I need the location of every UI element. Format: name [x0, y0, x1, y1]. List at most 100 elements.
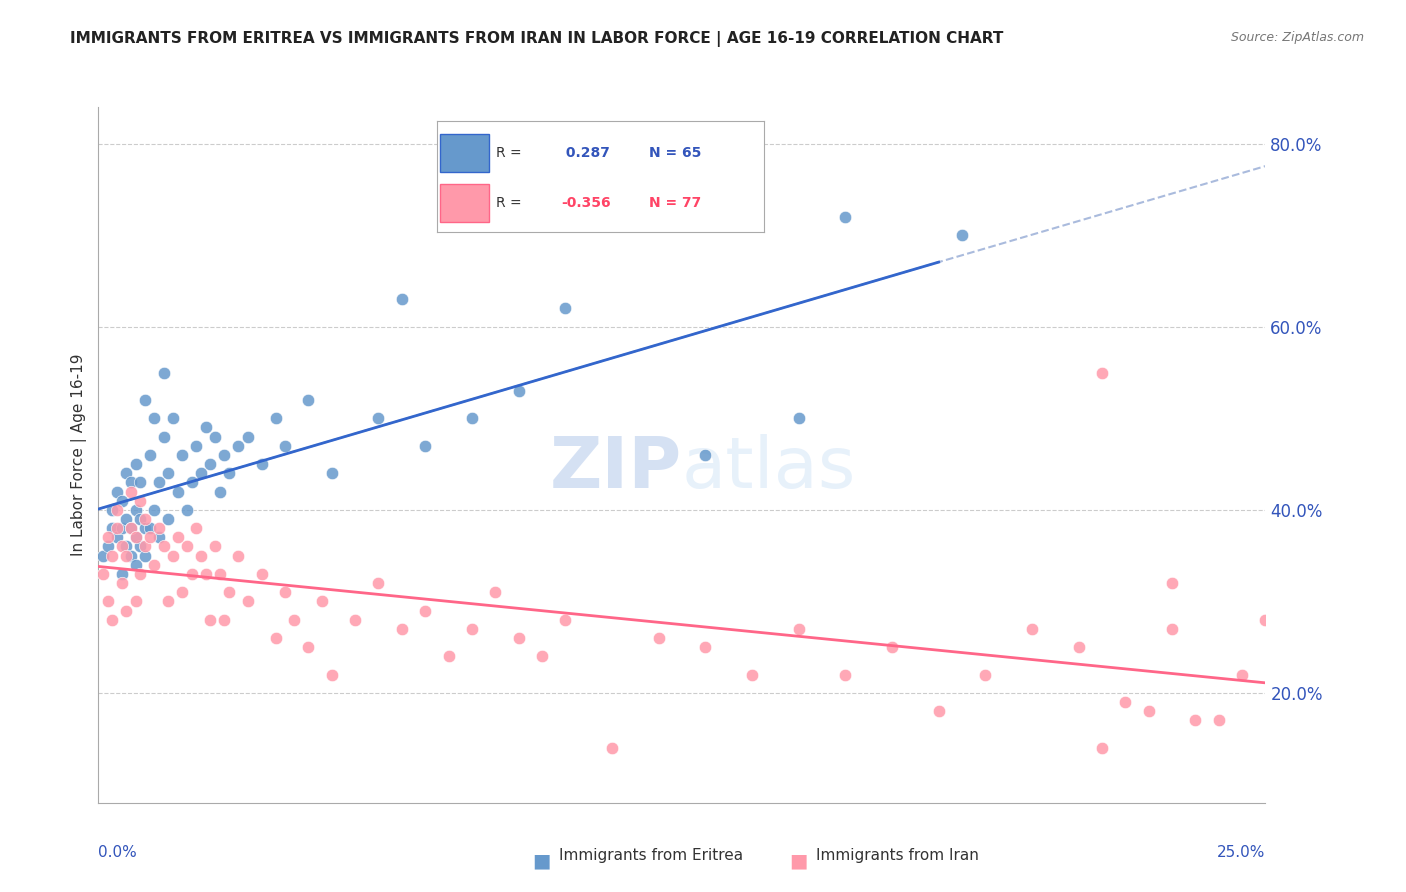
Point	[250, 457, 273, 471]
Point	[129, 475, 152, 490]
Point	[115, 603, 138, 617]
Point	[105, 530, 128, 544]
Point	[134, 540, 156, 554]
Point	[129, 493, 152, 508]
Point	[228, 439, 250, 453]
Point	[97, 530, 120, 544]
Point	[105, 521, 128, 535]
Point	[129, 540, 152, 554]
Point	[125, 530, 148, 544]
Point	[97, 594, 120, 608]
Point	[274, 439, 297, 453]
Point	[508, 384, 530, 398]
Point	[101, 613, 124, 627]
Point	[214, 448, 236, 462]
Point	[162, 411, 184, 425]
Point	[115, 512, 138, 526]
Point	[157, 467, 180, 481]
Point	[228, 549, 250, 563]
Point	[1161, 576, 1184, 591]
Point	[391, 293, 413, 307]
Point	[880, 640, 903, 655]
Point	[1208, 714, 1230, 728]
Text: ■: ■	[789, 852, 808, 871]
Point	[134, 549, 156, 563]
Point	[1254, 613, 1277, 627]
Point	[741, 667, 763, 681]
Text: Immigrants from Iran: Immigrants from Iran	[815, 848, 979, 863]
Text: ZIP: ZIP	[550, 434, 682, 503]
Point	[176, 503, 198, 517]
Point	[101, 503, 124, 517]
Point	[321, 467, 343, 481]
Point	[283, 613, 305, 627]
Point	[484, 585, 506, 599]
Point	[105, 503, 128, 517]
Point	[157, 512, 180, 526]
Point	[218, 585, 240, 599]
Point	[120, 484, 142, 499]
Point	[264, 631, 287, 645]
Point	[190, 467, 212, 481]
Point	[264, 411, 287, 425]
Point	[1067, 640, 1090, 655]
Point	[152, 540, 174, 554]
Point	[101, 521, 124, 535]
Point	[143, 558, 166, 572]
Point	[139, 530, 162, 544]
Point	[508, 631, 530, 645]
Point	[91, 549, 114, 563]
Point	[311, 594, 333, 608]
Point	[186, 439, 208, 453]
Point	[391, 622, 413, 636]
Point	[1230, 667, 1253, 681]
Point	[695, 448, 717, 462]
Point	[125, 503, 148, 517]
Point	[180, 566, 202, 581]
Point	[194, 566, 217, 581]
Point	[190, 549, 212, 563]
Point	[115, 549, 138, 563]
Point	[180, 475, 202, 490]
Point	[111, 566, 134, 581]
Point	[834, 667, 856, 681]
Point	[214, 613, 236, 627]
Point	[172, 585, 194, 599]
Point	[554, 301, 576, 316]
Point	[157, 594, 180, 608]
Text: 25.0%: 25.0%	[1218, 845, 1265, 860]
Point	[204, 429, 226, 443]
Point	[120, 521, 142, 535]
Point	[166, 484, 188, 499]
Point	[834, 210, 856, 224]
Point	[111, 540, 134, 554]
Text: 0.0%: 0.0%	[98, 845, 138, 860]
Point	[208, 484, 231, 499]
Point	[172, 448, 194, 462]
Text: Immigrants from Eritrea: Immigrants from Eritrea	[560, 848, 744, 863]
Point	[367, 411, 389, 425]
Point	[101, 549, 124, 563]
Point	[200, 613, 222, 627]
Point	[787, 411, 810, 425]
Point	[148, 521, 170, 535]
Point	[647, 631, 669, 645]
Point	[297, 392, 319, 407]
Point	[787, 622, 810, 636]
Point	[367, 576, 389, 591]
Point	[129, 512, 152, 526]
Point	[236, 594, 259, 608]
Point	[111, 521, 134, 535]
Text: Source: ZipAtlas.com: Source: ZipAtlas.com	[1230, 31, 1364, 45]
Point	[134, 512, 156, 526]
Point	[143, 411, 166, 425]
Point	[166, 530, 188, 544]
Point	[1137, 704, 1160, 718]
Point	[1021, 622, 1043, 636]
Point	[530, 649, 553, 664]
Point	[125, 558, 148, 572]
Point	[321, 667, 343, 681]
Text: atlas: atlas	[682, 434, 856, 503]
Point	[461, 622, 484, 636]
Point	[152, 366, 174, 380]
